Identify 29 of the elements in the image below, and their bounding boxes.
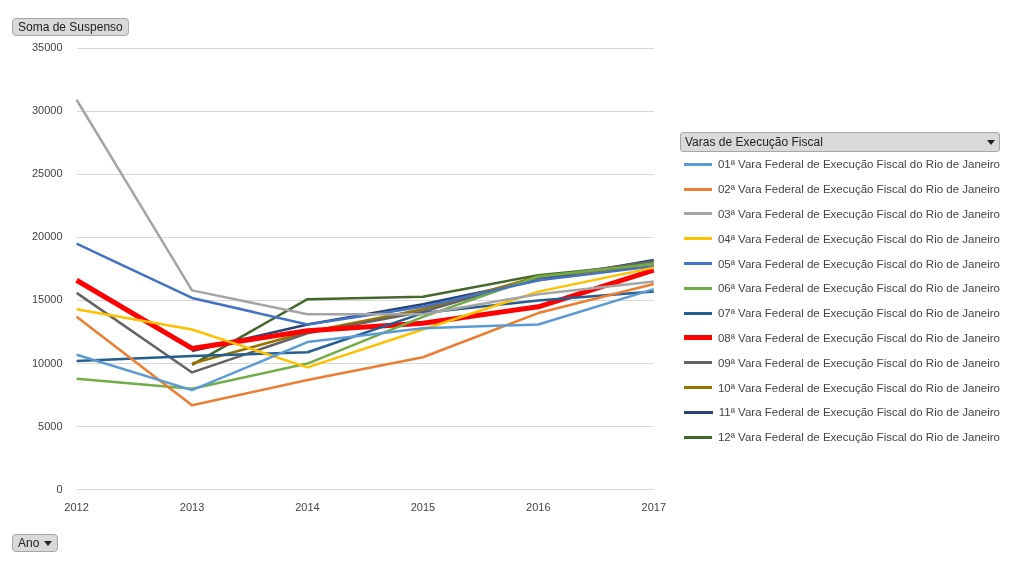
y-tick-label: 0 (56, 482, 63, 495)
legend-label: 10ª Vara Federal de Execução Fiscal do Rio de Janeiro (717, 381, 1000, 394)
legend-label: 01ª Vara Federal de Execução Fiscal do Rio de Janeiro (717, 158, 1000, 171)
x-tick-label: 2017 (641, 501, 667, 514)
y-tick-label: 5000 (38, 419, 63, 432)
legend-label: 07ª Vara Federal de Execução Fiscal do Rio de Janeiro (717, 307, 1000, 320)
y-tick-label: 20000 (31, 230, 63, 243)
legend-label: 08ª Vara Federal de Execução Fiscal do Rio de Janeiro (717, 331, 1000, 344)
y-axis-title: Soma de Suspenso (12, 18, 129, 36)
y-tick-label: 15000 (31, 293, 63, 306)
y-tick-label: 10000 (31, 356, 63, 369)
x-tick-label: 2014 (295, 501, 320, 514)
x-axis-title: Ano (18, 536, 40, 550)
legend-title: Varas de Execução Fiscal (685, 135, 823, 149)
legend-label: 05ª Vara Federal de Execução Fiscal do Rio de Janeiro (717, 257, 1000, 270)
y-tick-label: 30000 (31, 104, 63, 117)
x-tick-label: 2015 (410, 501, 436, 514)
x-tick-label: 2016 (526, 501, 551, 514)
legend-label: 02ª Vara Federal de Execução Fiscal do Rio de Janeiro (717, 183, 1000, 196)
legend-label: 06ª Vara Federal de Execução Fiscal do Rio de Janeiro (717, 282, 1000, 295)
y-tick-label: 25000 (31, 167, 63, 180)
x-tick-label: 2013 (179, 501, 205, 514)
legend-label: 09ª Vara Federal de Execução Fiscal do Rio de Janeiro (717, 356, 1000, 369)
y-tick-label: 35000 (31, 41, 63, 54)
legend-label: 11ª Vara Federal de Execução Fiscal do Rio de Janeiro (718, 406, 1000, 419)
legend-label: 12ª Vara Federal de Execução Fiscal do Rio de Janeiro (717, 431, 1000, 444)
legend-label: 04ª Vara Federal de Execução Fiscal do Rio de Janeiro (717, 232, 1000, 245)
legend-label: 03ª Vara Federal de Execução Fiscal do Rio de Janeiro (717, 207, 1000, 220)
x-tick-label: 2012 (64, 501, 89, 514)
